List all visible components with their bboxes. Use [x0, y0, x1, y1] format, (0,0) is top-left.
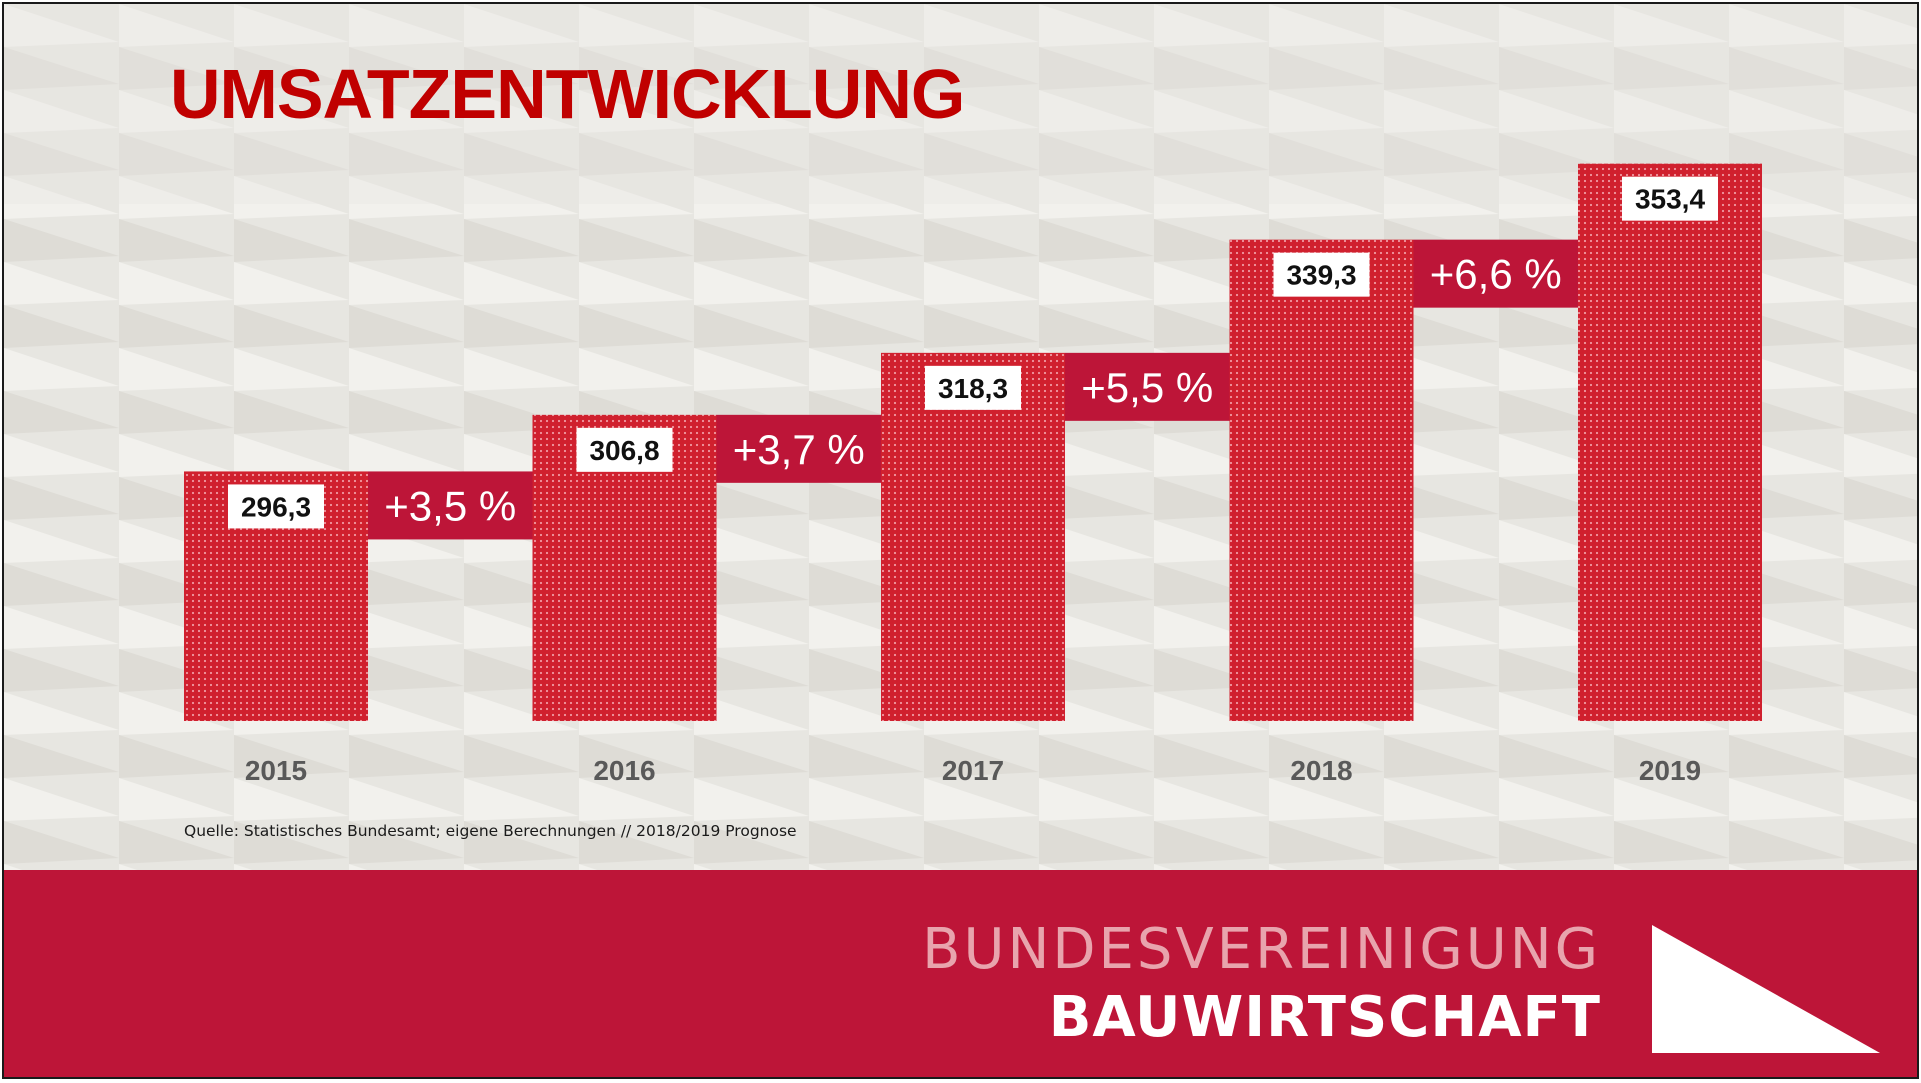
- value-label: 306,8: [589, 435, 659, 466]
- value-label-box: [576, 427, 673, 472]
- growth-band: [368, 471, 533, 540]
- labels-layer: 296,3 2015 306,8 2016 318,3 2017 339,3 2018 353,…: [228, 176, 1718, 786]
- growth-band: [1413, 239, 1578, 308]
- bars-layer: [184, 163, 1762, 721]
- value-label-box: [228, 484, 324, 529]
- growth-band: [716, 414, 881, 483]
- value-label: 353,4: [1635, 184, 1705, 215]
- brand-name-line2: BAUWIRTSCHAFT: [1048, 985, 1601, 1050]
- growth-label: +3,5 %: [384, 482, 516, 529]
- growth-label: +5,5 %: [1081, 364, 1213, 411]
- brand-name-line1: BUNDESVEREINIGUNG: [922, 917, 1601, 982]
- bar-chart: +3,5 %+3,7 %+5,5 %+6,6 % 296,32015306,82…: [184, 163, 1762, 786]
- growth-label: +3,7 %: [733, 426, 865, 473]
- year-tick-label: 2019: [1639, 755, 1701, 786]
- source-note: Quelle: Statistisches Bundesamt; eigene …: [184, 822, 797, 840]
- brand-triangle-icon: [1652, 925, 1880, 1053]
- footer-banner: BUNDESVEREINIGUNG BAUWIRTSCHAFT: [4, 870, 1917, 1077]
- value-label-box: [925, 365, 1021, 410]
- bar: [1578, 163, 1762, 721]
- growth-layer: +3,5 % +3,7 % +5,5 % +6,6 %: [368, 239, 1578, 540]
- chart-title: UMSATZENTWICKLUNG: [170, 55, 965, 133]
- value-label-box: [1273, 252, 1370, 297]
- year-tick-label: 2017: [942, 755, 1004, 786]
- bar: [1229, 239, 1414, 721]
- year-tick-label: 2018: [1290, 755, 1352, 786]
- value-label: 339,3: [1286, 260, 1356, 291]
- value-label: 318,3: [938, 373, 1008, 404]
- value-label: 296,3: [241, 491, 311, 522]
- bar: [881, 352, 1065, 721]
- year-tick-label: 2015: [245, 755, 307, 786]
- value-label-box: [1622, 176, 1718, 221]
- year-tick-label: 2016: [593, 755, 655, 786]
- growth-label: +6,6 %: [1430, 251, 1562, 298]
- growth-band: [1065, 352, 1230, 421]
